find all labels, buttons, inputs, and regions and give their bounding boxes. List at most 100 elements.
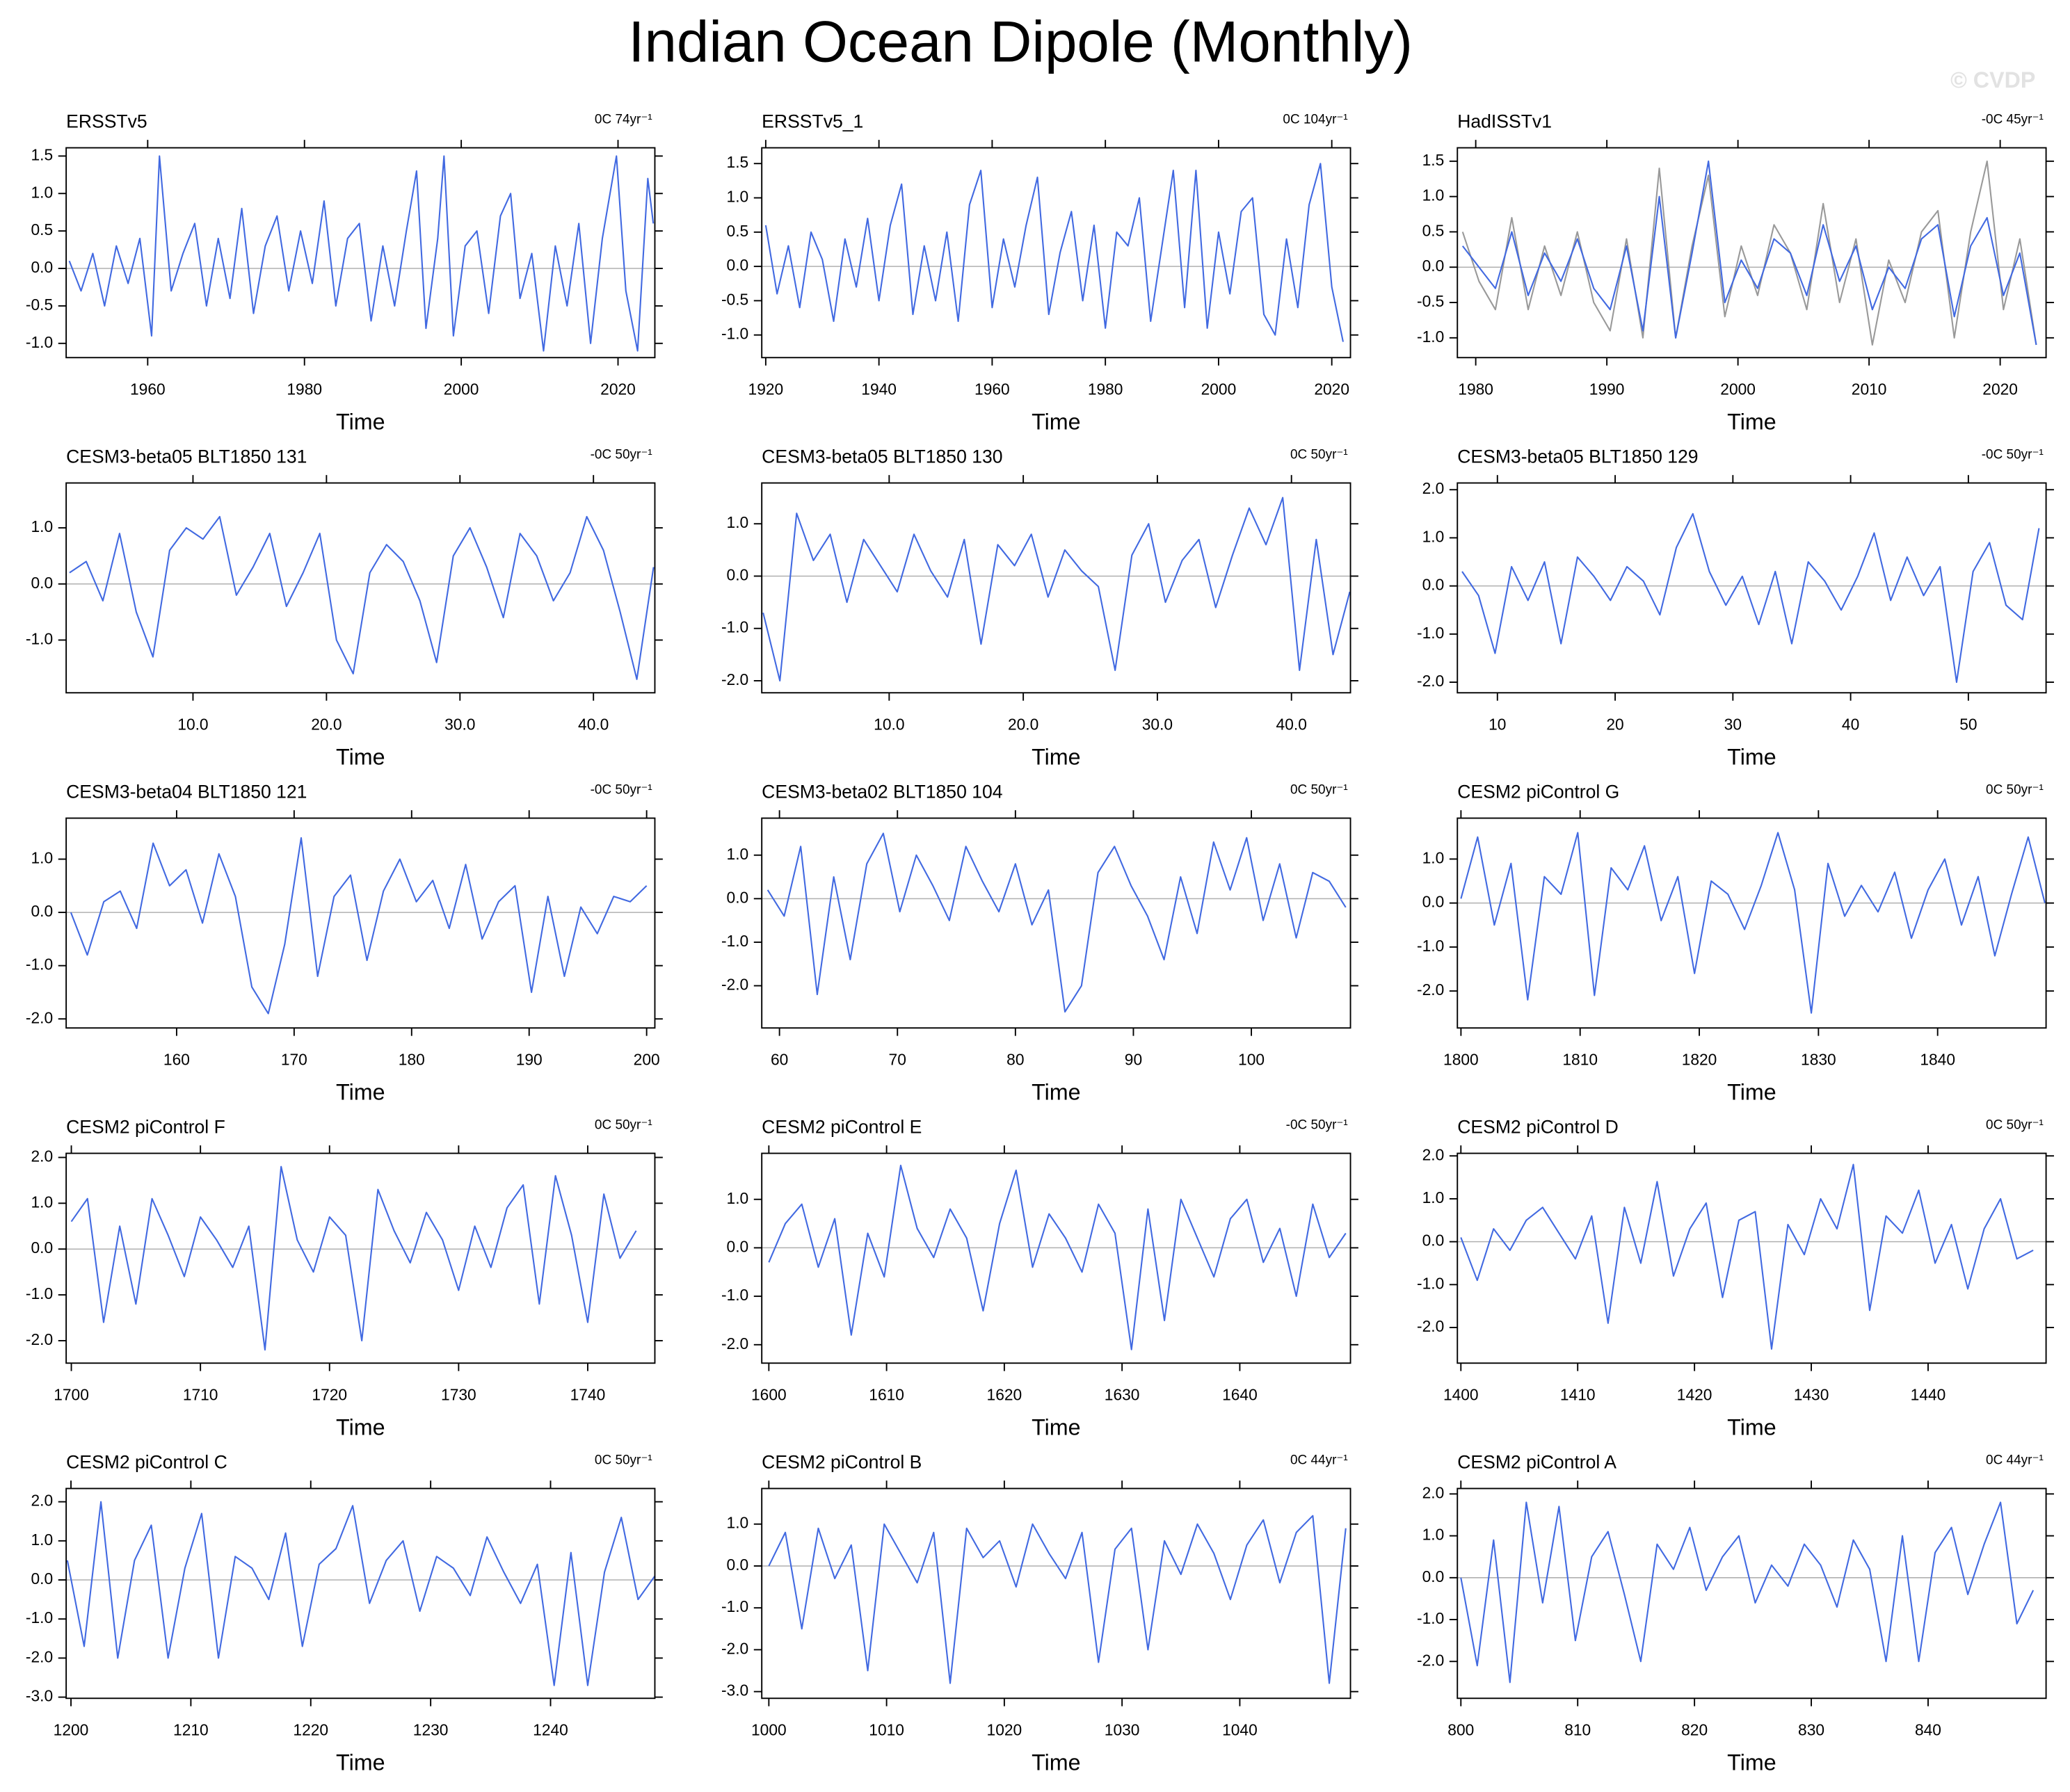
x-tick-label: 1740 <box>570 1386 606 1404</box>
y-tick-label: -1.0 <box>26 333 53 351</box>
x-tick-label: 50 <box>1959 716 1977 734</box>
x-tick-label: 100 <box>1238 1051 1265 1069</box>
series-line <box>1460 1501 2035 1684</box>
series-line <box>66 1501 656 1686</box>
y-tick-label: -1.0 <box>1417 328 1444 346</box>
panel-title: CESM2 piControl C <box>66 1452 227 1473</box>
x-axis-label: Time <box>336 1415 385 1440</box>
x-tick-label: 1010 <box>869 1721 904 1739</box>
x-tick-label: 2000 <box>444 380 479 398</box>
y-tick-label: 0.5 <box>1422 221 1445 239</box>
x-tick-label: 1420 <box>1677 1386 1712 1404</box>
y-tick-label: 0.0 <box>31 1569 53 1588</box>
panel-subtitle: 0C 44yr⁻¹ <box>1986 1453 2044 1468</box>
y-tick-label: -1.0 <box>26 955 53 974</box>
y-tick-label: 1.0 <box>727 845 749 863</box>
x-tick-label: 2020 <box>1982 380 2018 398</box>
x-tick-label: 1730 <box>441 1386 476 1404</box>
plot-frame <box>761 482 1351 694</box>
series-line <box>1460 832 2046 1014</box>
x-tick-label: 1200 <box>54 1721 89 1739</box>
y-tick-label: 0.0 <box>31 574 53 592</box>
y-tick-label: 2.0 <box>1422 1483 1445 1501</box>
plot-frame <box>1457 147 2047 359</box>
x-tick-label: 30.0 <box>444 716 475 734</box>
panel-subtitle: 0C 44yr⁻¹ <box>1290 1453 1348 1468</box>
x-tick-label: 1800 <box>1443 1051 1479 1069</box>
y-tick-label: 2.0 <box>31 1492 53 1510</box>
panel-title: CESM2 piControl G <box>1457 781 1619 802</box>
x-tick-label: 1980 <box>1088 380 1123 398</box>
panel-subtitle: 0C 104yr⁻¹ <box>1283 113 1347 127</box>
y-tick-label: -2.0 <box>26 1330 53 1348</box>
series-line <box>69 515 655 680</box>
x-tick-label: 20 <box>1606 716 1623 734</box>
plot-frame <box>65 147 656 359</box>
x-tick-label: 1240 <box>533 1721 568 1739</box>
y-tick-label: 2.0 <box>1422 479 1445 497</box>
plot-frame <box>761 817 1351 1029</box>
x-tick-label: 2000 <box>1720 380 1756 398</box>
x-axis-label: Time <box>1727 410 1776 435</box>
y-tick-label: -2.0 <box>721 976 748 994</box>
panel-subtitle: -0C 50yr⁻¹ <box>591 448 652 462</box>
series-line <box>1461 160 2037 346</box>
x-tick-label: 840 <box>1915 1721 1941 1739</box>
y-tick-label: 1.0 <box>727 1514 749 1532</box>
y-tick-label: -2.0 <box>721 670 748 688</box>
y-tick-label: 2.0 <box>1422 1145 1445 1163</box>
plot-frame <box>761 147 1351 359</box>
x-axis-label: Time <box>1032 1080 1080 1105</box>
x-tick-label: 800 <box>1447 1721 1474 1739</box>
panel-title: CESM3-beta05 BLT1850 130 <box>762 446 1002 467</box>
x-tick-label: 1920 <box>748 380 784 398</box>
x-axis-label: Time <box>1727 1750 1776 1775</box>
x-tick-label: 1210 <box>173 1721 209 1739</box>
plot-frame <box>65 1487 656 1700</box>
x-axis-label: Time <box>336 745 385 770</box>
y-tick-label: 1.0 <box>31 1193 53 1211</box>
x-tick-label: 1630 <box>1105 1386 1140 1404</box>
series-line <box>764 163 1344 342</box>
x-axis-label: Time <box>1032 745 1080 770</box>
page-title: Indian Ocean Dipole (Monthly) <box>628 8 1413 74</box>
y-tick-label: 0.0 <box>31 902 53 920</box>
y-tick-label: 1.5 <box>31 145 53 163</box>
plot-frame <box>761 1487 1351 1700</box>
series-line <box>767 832 1347 1013</box>
x-tick-label: 40.0 <box>578 716 609 734</box>
y-tick-label: 0.5 <box>31 220 53 239</box>
y-tick-label: 0.0 <box>1422 893 1445 911</box>
plot-frame <box>1457 1152 2047 1364</box>
x-tick-label: 1000 <box>751 1721 787 1739</box>
x-tick-label: 180 <box>399 1051 425 1069</box>
y-tick-label: 1.0 <box>31 517 53 535</box>
x-tick-label: 10.0 <box>874 716 904 734</box>
plot-frame <box>1457 1487 2047 1700</box>
y-tick-label: -2.0 <box>1417 1651 1444 1669</box>
panel-subtitle: 0C 50yr⁻¹ <box>1290 448 1348 462</box>
x-axis-label: Time <box>1727 745 1776 770</box>
panel-subtitle: 0C 74yr⁻¹ <box>595 113 652 127</box>
watermark: © CVDP <box>1950 67 2035 92</box>
x-tick-label: 1400 <box>1443 1386 1479 1404</box>
x-tick-label: 190 <box>516 1051 543 1069</box>
x-tick-label: 1220 <box>293 1721 328 1739</box>
x-axis-label: Time <box>1032 1750 1080 1775</box>
y-tick-label: 0.0 <box>727 1556 749 1574</box>
y-tick-label: 1.0 <box>31 1531 53 1549</box>
x-tick-label: 200 <box>634 1051 660 1069</box>
y-tick-label: -3.0 <box>721 1681 748 1700</box>
x-tick-label: 30.0 <box>1142 716 1173 734</box>
x-tick-label: 70 <box>889 1051 906 1069</box>
x-tick-label: 1980 <box>1458 380 1493 398</box>
y-tick-label: -2.0 <box>26 1647 53 1665</box>
x-tick-label: 1700 <box>54 1386 89 1404</box>
panel-subtitle: -0C 50yr⁻¹ <box>591 783 652 798</box>
x-tick-label: 1940 <box>861 380 897 398</box>
plot-frame <box>65 482 656 694</box>
y-tick-label: -2.0 <box>721 1334 748 1353</box>
panel-subtitle: 0C 50yr⁻¹ <box>595 1453 652 1468</box>
y-tick-label: 1.0 <box>1422 1526 1445 1544</box>
series-line <box>68 155 655 352</box>
